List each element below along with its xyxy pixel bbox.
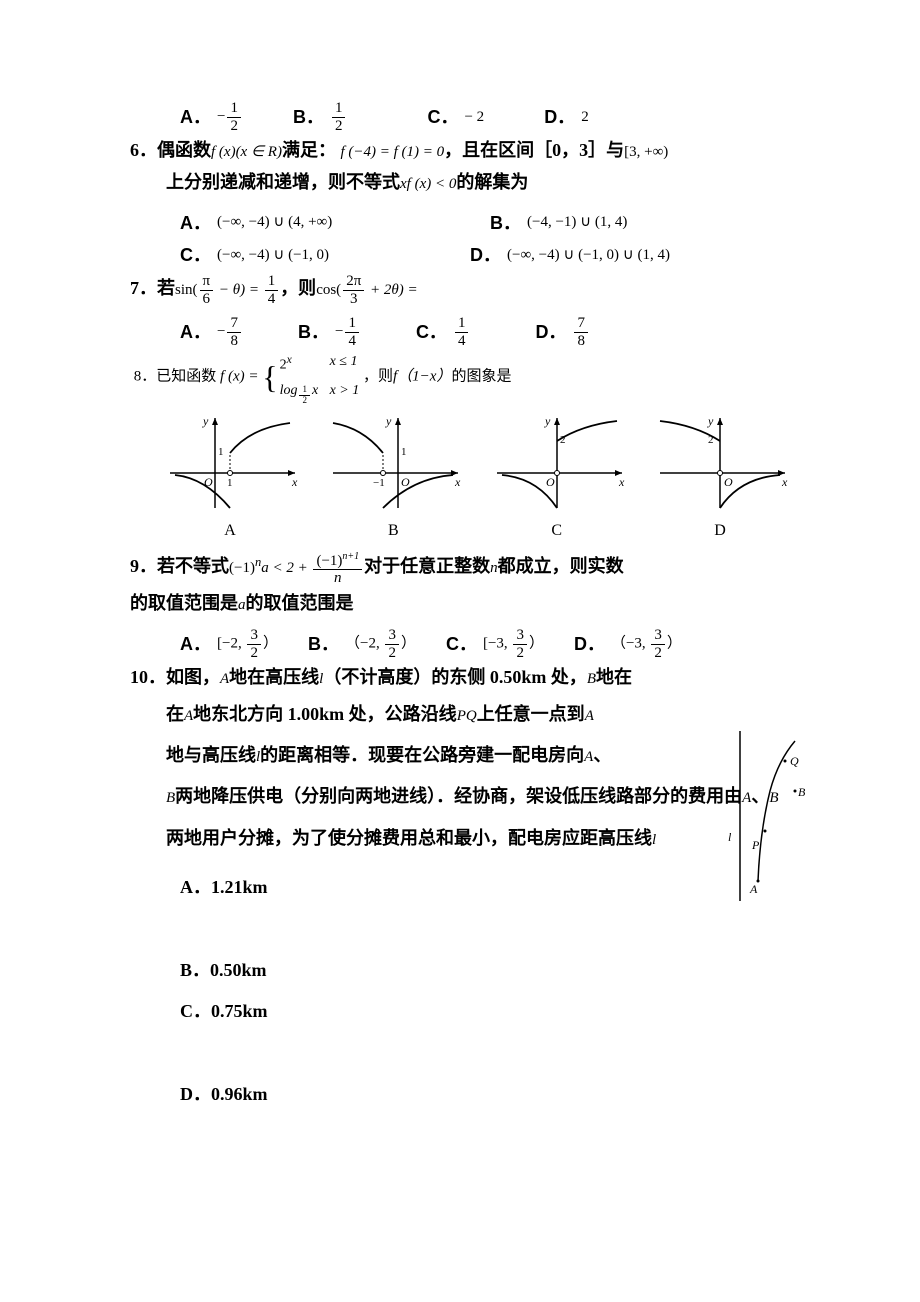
q7-options: A． −78 B． −14 C． 14 D． 78 (180, 315, 790, 349)
svg-text:x: x (291, 475, 298, 489)
svg-text:1: 1 (227, 477, 233, 489)
graph-D-svg: x y O 2 (650, 413, 790, 513)
q6-option-B: B． (−4, −1) ∪ (1, 4) (490, 207, 627, 239)
svg-text:O: O (546, 475, 555, 489)
svg-text:1: 1 (401, 446, 407, 458)
q9-num: 9． (130, 556, 157, 576)
graph-A-svg: x y O 1 1 (160, 413, 300, 513)
graph-C-svg: x y O 2 (487, 413, 627, 513)
q10-option-A: A．1.21km (180, 867, 760, 908)
svg-text:y: y (544, 414, 551, 428)
svg-text:y: y (707, 414, 714, 428)
q6-option-A: A． (−∞, −4) ∪ (4, +∞) (180, 207, 460, 239)
svg-text:l: l (728, 830, 732, 844)
q6-options: A． (−∞, −4) ∪ (4, +∞) B． (−4, −1) ∪ (1, … (180, 207, 790, 272)
q9-options: A． [−2, 32） B． （−2, 32） C． [−3, 32） D． （… (180, 627, 790, 661)
q6-num: 6． (130, 140, 157, 160)
q10-option-C: C．0.75km (180, 991, 760, 1032)
q8-graph-C: x y O 2 C (487, 413, 627, 546)
q8-graph-D: x y O 2 D (650, 413, 790, 546)
q8-num: 8． (134, 369, 157, 385)
q10-option-D: D．0.96km (180, 1074, 760, 1115)
q5-option-A: A． −12 (180, 100, 243, 134)
q7-option-B: B． −14 (298, 315, 361, 349)
q5-option-B: B． 12 (293, 100, 348, 134)
svg-text:x: x (781, 475, 788, 489)
q8-graph-A: x y O 1 1 A (160, 413, 300, 546)
q10: l P A Q B 10．如图，A地在高压线l（不计高度）的东侧 0.50km … (130, 661, 790, 859)
q8: 8．已知函数 f (x) = { 2xx ≤ 1 log12xx > 1 ，则f… (130, 349, 790, 405)
svg-text:y: y (202, 414, 209, 428)
q10-num: 10． (130, 667, 166, 687)
svg-text:A: A (749, 882, 758, 896)
graph-B-svg: x y O −1 1 (323, 413, 463, 513)
svg-text:B: B (798, 785, 806, 799)
q7-num: 7． (130, 278, 157, 298)
svg-text:1: 1 (218, 446, 224, 458)
q8-graphs: x y O 1 1 A x y O −1 1 B (160, 413, 790, 546)
q9-option-B: B． （−2, 32） (308, 627, 416, 661)
q9-option-D: D． （−3, 32） (574, 627, 682, 661)
q9-option-C: C． [−3, 32） (446, 627, 544, 661)
q5-option-D: D． 2 (544, 100, 589, 134)
q6-option-D: D． (−∞, −4) ∪ (−1, 0) ∪ (1, 4) (470, 239, 670, 271)
q7-option-D: D． 78 (535, 315, 590, 349)
svg-text:Q: Q (790, 754, 799, 768)
q9-option-A: A． [−2, 32） (180, 627, 278, 661)
q9: 9．若不等式(−1)na < 2 + (−1)n+1n对于任意正整数n都成立，则… (130, 550, 790, 619)
svg-text:x: x (618, 475, 625, 489)
svg-text:O: O (401, 475, 410, 489)
q5-option-C: C． − 2 (427, 100, 484, 134)
svg-text:P: P (751, 838, 760, 852)
q6-option-C: C． (−∞, −4) ∪ (−1, 0) (180, 239, 440, 271)
q6: 6．偶函数f (x)(x ∈ R)满足： f (−4) = f (1) = 0，… (130, 134, 790, 199)
q5-options: A． −12 B． 12 C． − 2 D． 2 (180, 100, 790, 134)
q7-option-A: A． −78 (180, 315, 243, 349)
piecewise-function: { 2xx ≤ 1 log12xx > 1 (262, 349, 359, 405)
q8-graph-B: x y O −1 1 B (323, 413, 463, 546)
q10-option-B: B．0.50km (180, 950, 760, 991)
svg-text:O: O (724, 475, 733, 489)
svg-text:x: x (454, 475, 461, 489)
svg-text:y: y (385, 414, 392, 428)
q7-option-C: C． 14 (416, 315, 471, 349)
svg-text:−1: −1 (373, 477, 385, 489)
q10-figure: l P A Q B (710, 731, 810, 901)
q10-options: A．1.21km B．0.50km C．0.75km D．0.96km (180, 867, 790, 1115)
q7: 7．若sin(π6 − θ) = 14，则cos(2π3 + 2θ) = (130, 272, 790, 308)
